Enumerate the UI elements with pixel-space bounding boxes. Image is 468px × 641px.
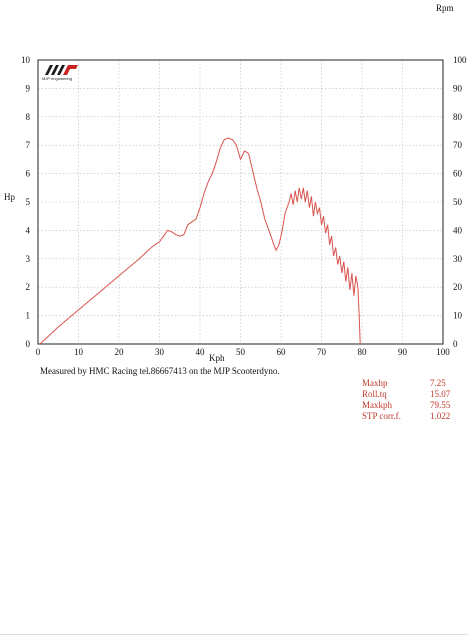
stat-value: 15.07 bbox=[430, 389, 451, 399]
stat-value: 1.022 bbox=[430, 411, 451, 421]
x-tick-label: 30 bbox=[155, 347, 165, 357]
stats-table: Maxhp 7.25 Roll.tq 15.07 Maxkph 79.55 ST… bbox=[362, 378, 466, 422]
y2-tick-label: 90 bbox=[453, 83, 463, 93]
stat-label: Roll.tq bbox=[362, 389, 387, 399]
y-tick-label: 0 bbox=[26, 339, 31, 349]
stats-row: Maxkph 79.55 bbox=[362, 400, 466, 411]
y-tick-label: 4 bbox=[26, 225, 31, 235]
x-tick-label: 60 bbox=[277, 347, 287, 357]
y2-tick-label: 70 bbox=[453, 140, 463, 150]
y2-tick-label: 10 bbox=[453, 311, 463, 321]
stat-label: Maxhp bbox=[362, 378, 388, 388]
page-edge-line bbox=[0, 634, 468, 635]
x-tick-label: 0 bbox=[36, 347, 41, 357]
y2-tick-label: 100 bbox=[453, 55, 467, 65]
x-tick-label: 100 bbox=[436, 347, 450, 357]
y-tick-label: 1 bbox=[26, 311, 31, 321]
mjp-logo-mark-icon bbox=[45, 65, 78, 75]
y-tick-label: 7 bbox=[26, 140, 31, 150]
power-curve-line bbox=[39, 137, 361, 345]
stat-label: Maxkph bbox=[362, 400, 392, 410]
x-tick-label: 70 bbox=[317, 347, 327, 357]
y2-tick-label: 30 bbox=[453, 254, 463, 264]
y2-axis-ticks: 0 10 20 30 40 50 60 70 80 90 100 bbox=[453, 55, 467, 349]
x-tick-label: 50 bbox=[236, 347, 246, 357]
y2-tick-label: 60 bbox=[453, 169, 463, 179]
y-tick-label: 9 bbox=[26, 83, 31, 93]
mjp-logo-subtitle: MJP engineering bbox=[42, 76, 72, 81]
x-tick-label: 20 bbox=[115, 347, 125, 357]
y-tick-label: 10 bbox=[21, 55, 31, 65]
y-tick-label: 2 bbox=[26, 282, 31, 292]
y2-tick-label: 80 bbox=[453, 112, 463, 122]
stats-row: Maxhp 7.25 bbox=[362, 378, 466, 389]
x-tick-label: 90 bbox=[398, 347, 408, 357]
stat-value: 7.25 bbox=[430, 378, 446, 388]
x-tick-label: 40 bbox=[196, 347, 206, 357]
y-axis-title: Hp bbox=[4, 192, 15, 202]
stat-value: 79.55 bbox=[430, 400, 451, 410]
mjp-logo: MJP engineering bbox=[42, 65, 78, 81]
y2-tick-label: 20 bbox=[453, 282, 463, 292]
rpm-header-label: Rpm bbox=[436, 3, 454, 13]
stats-row: Roll.tq 15.07 bbox=[362, 389, 466, 400]
stat-label: STP corr.f. bbox=[362, 411, 401, 421]
x-tick-label: 10 bbox=[74, 347, 84, 357]
x-tick-label: 80 bbox=[358, 347, 368, 357]
chart-grid bbox=[38, 60, 443, 344]
y-axis-ticks: 0 1 2 3 4 5 6 7 8 9 10 bbox=[21, 55, 31, 349]
y-tick-label: 3 bbox=[26, 254, 31, 264]
y2-tick-label: 50 bbox=[453, 197, 463, 207]
stats-row: STP corr.f. 1.022 bbox=[362, 411, 466, 422]
y2-tick-label: 0 bbox=[453, 339, 458, 349]
y-tick-label: 8 bbox=[26, 112, 31, 122]
y-tick-label: 6 bbox=[26, 169, 31, 179]
x-axis-title: Kph bbox=[209, 353, 225, 363]
plot-frame bbox=[37, 59, 444, 345]
y-tick-label: 5 bbox=[26, 197, 31, 207]
x-axis-ticks: 0 10 20 30 40 50 60 70 80 90 100 bbox=[36, 347, 451, 357]
y2-tick-label: 40 bbox=[453, 225, 463, 235]
measurement-note: Measured by HMC Racing tel.86667413 on t… bbox=[40, 366, 280, 376]
